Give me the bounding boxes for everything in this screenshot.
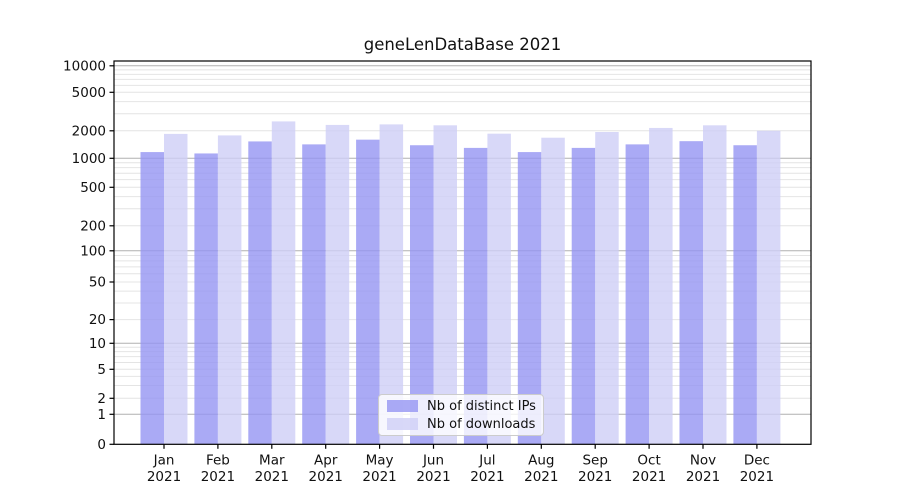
y-tick-label: 20 xyxy=(89,312,106,328)
y-tick-label: 10000 xyxy=(63,58,106,74)
plot-spines xyxy=(113,60,812,445)
bar-sep-series-0 xyxy=(571,147,596,445)
x-tick-label-year: 2021 xyxy=(201,469,235,485)
x-tick-label-year: 2021 xyxy=(686,469,720,485)
legend-item-downloads: Nb of downloads xyxy=(387,417,535,432)
y-tick-label: 2 xyxy=(97,391,106,407)
bar-feb-series-0 xyxy=(194,153,218,445)
bar-nov-series-1 xyxy=(703,125,727,445)
x-tick-label-month: Aug xyxy=(528,452,554,468)
bar-feb-series-1 xyxy=(217,135,242,445)
x-tick-label-month: Oct xyxy=(637,452,660,468)
legend-swatch-distinct-ips xyxy=(387,400,418,412)
x-tick-label-month: Mar xyxy=(259,452,285,468)
bar-jan-series-1 xyxy=(164,133,188,445)
bar-jun-series-0 xyxy=(410,145,434,445)
x-tick-label-month: Feb xyxy=(206,452,230,468)
x-tick-label-month: Sep xyxy=(582,452,607,468)
x-tick-label-month: Dec xyxy=(744,452,770,468)
x-tick-label-year: 2021 xyxy=(416,469,450,485)
bar-jul-series-0 xyxy=(463,147,488,445)
y-tick-label: 10 xyxy=(89,336,106,352)
bar-dec-series-1 xyxy=(756,130,781,445)
y-axis-ticks: 0 12 5 10 20 50 100 200 500 1000 2000 5000 10000 xyxy=(63,58,114,453)
bar-apr-series-0 xyxy=(302,144,326,445)
x-tick-label-year: 2021 xyxy=(255,469,289,485)
bar-aug-series-1 xyxy=(541,137,565,445)
y-tick-label: 5 xyxy=(97,362,106,378)
y-tick-label: 100 xyxy=(80,243,106,259)
bar-jan-series-0 xyxy=(140,152,164,445)
x-tick-label-year: 2021 xyxy=(578,469,612,485)
x-axis-ticks: Jan2021Feb2021Mar2021Apr2021May2021Jun20… xyxy=(147,444,774,485)
bar-nov-series-0 xyxy=(679,141,703,445)
bar-may-series-0 xyxy=(356,139,380,445)
legend-item-distinct-ips: Nb of distinct IPs xyxy=(387,398,536,414)
x-tick-label-month: Jan xyxy=(153,452,175,468)
x-tick-label-year: 2021 xyxy=(740,469,774,485)
legend-swatch-downloads xyxy=(387,418,418,430)
bar-oct-series-0 xyxy=(625,144,650,445)
x-tick-label-month: May xyxy=(366,452,394,468)
y-tick-label: 500 xyxy=(80,180,106,196)
bar-aug-series-0 xyxy=(517,152,542,445)
bar-jun-series-1 xyxy=(433,125,457,445)
x-tick-label-month: Jul xyxy=(478,452,495,468)
bar-apr-series-1 xyxy=(325,124,350,445)
x-tick-label-year: 2021 xyxy=(632,469,666,485)
chart-title: geneLenDataBase 2021 xyxy=(363,35,562,54)
y-tick-label: 200 xyxy=(80,218,106,234)
legend: Nb of distinct IPs Nb of downloads xyxy=(378,394,544,436)
y-tick-label: 0 xyxy=(97,437,106,453)
bar-oct-series-1 xyxy=(649,127,673,445)
bar-mar-series-1 xyxy=(271,121,296,445)
x-tick-label-year: 2021 xyxy=(470,469,504,485)
bars-series-0 xyxy=(140,139,757,445)
bar-jul-series-1 xyxy=(487,133,511,445)
y-tick-label: 1 xyxy=(97,407,106,423)
x-tick-label-year: 2021 xyxy=(362,469,396,485)
bar-dec-series-0 xyxy=(733,145,757,445)
bars-series-1 xyxy=(164,121,781,445)
y-tick-label: 1000 xyxy=(72,151,106,167)
x-tick-label-month: Nov xyxy=(690,452,716,468)
bar-sep-series-1 xyxy=(595,132,619,445)
bar-mar-series-0 xyxy=(248,141,272,445)
legend-label-downloads: Nb of downloads xyxy=(427,416,536,432)
x-tick-label-year: 2021 xyxy=(524,469,558,485)
y-tick-label: 50 xyxy=(89,275,106,291)
y-tick-label: 5000 xyxy=(72,85,106,101)
x-tick-label-year: 2021 xyxy=(309,469,343,485)
x-tick-label-month: Jun xyxy=(422,452,444,468)
bar-may-series-1 xyxy=(379,124,404,445)
x-tick-label-month: Apr xyxy=(314,452,338,468)
legend-label-distinct-ips: Nb of distinct IPs xyxy=(427,398,536,414)
y-tick-label: 2000 xyxy=(72,123,106,139)
x-tick-label-year: 2021 xyxy=(147,469,181,485)
